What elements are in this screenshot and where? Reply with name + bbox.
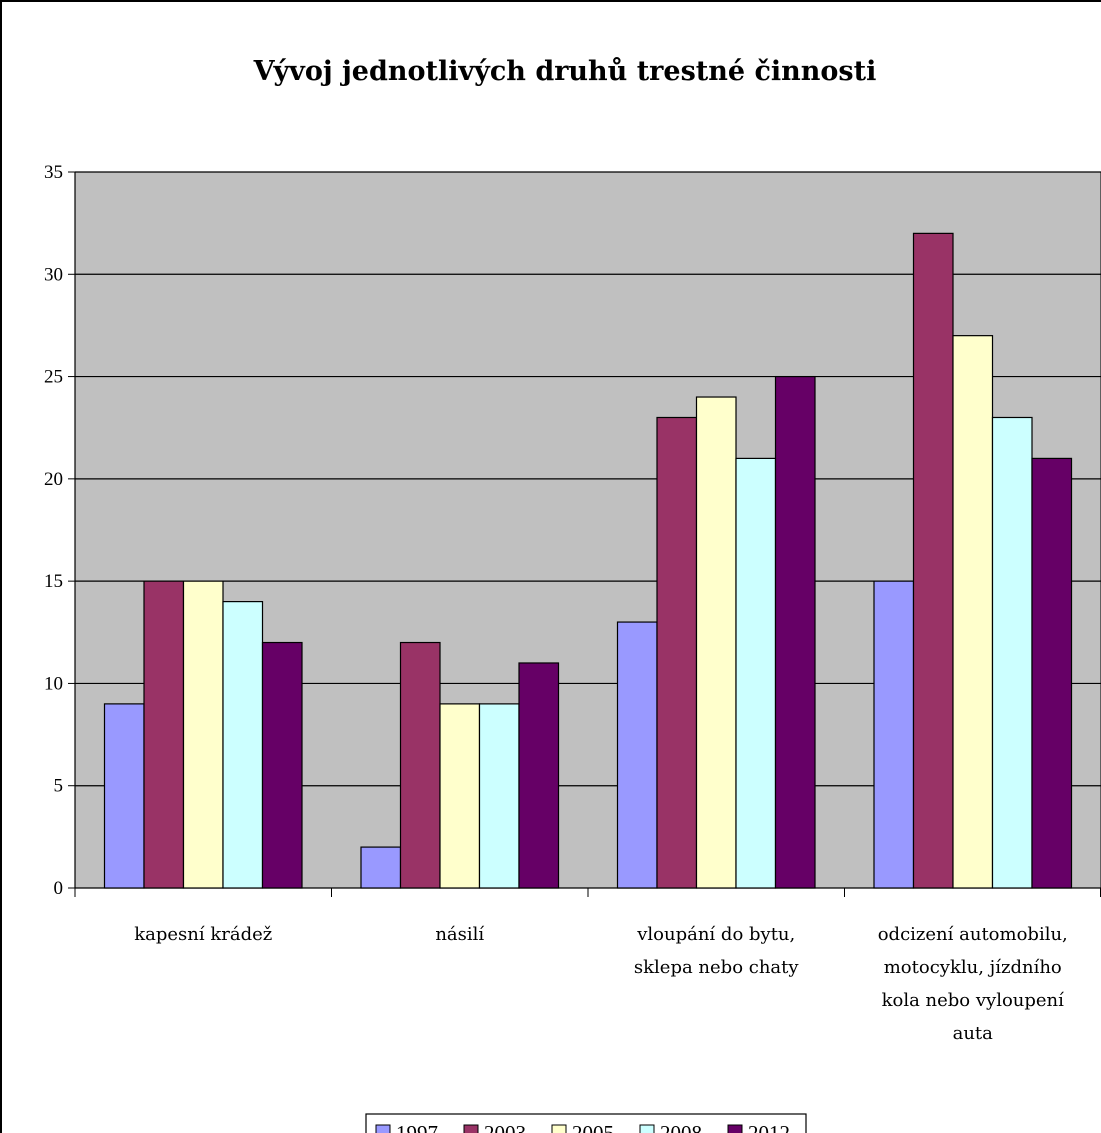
x-category-label-line: sklepa nebo chaty: [634, 957, 799, 978]
bar: [478, 703, 520, 889]
bar: [616, 621, 658, 889]
x-category-label: vloupání do bytu, sklepa nebo chaty: [634, 924, 799, 978]
legend-swatch: [727, 1124, 743, 1133]
bar: [912, 232, 954, 889]
legend-swatch: [375, 1124, 391, 1133]
legend-label: 1997: [396, 1121, 438, 1133]
bar: [952, 335, 994, 889]
legend-swatch: [639, 1124, 655, 1133]
bar: [695, 396, 737, 889]
plot-area: 0 5 10 15 20 25 30 35 kapesní krádež násilí vloupá…: [44, 162, 1101, 1044]
x-category-label-line: kola nebo vyloupení: [882, 990, 1065, 1011]
bar: [439, 703, 481, 889]
y-tick-label: 10: [44, 673, 63, 694]
y-tick-label: 5: [54, 776, 64, 797]
bar: [518, 662, 560, 889]
x-category-label-line: odcizení automobilu,: [878, 924, 1068, 945]
x-category-label: násilí: [435, 924, 484, 945]
bar: [182, 580, 224, 889]
x-category-label-line: vloupání do bytu,: [636, 924, 795, 945]
legend: 1997 2003 2005 2008 2012: [365, 1113, 807, 1133]
y-tick-label: 30: [44, 264, 63, 285]
x-category-label: kapesní krádež: [134, 924, 272, 945]
bar: [774, 375, 816, 889]
y-tick-label: 20: [44, 469, 63, 490]
bar: [360, 846, 402, 889]
bar: [261, 641, 303, 889]
x-category-label-line: motocyklu, jízdního: [884, 957, 1062, 978]
legend-label: 2008: [660, 1121, 702, 1133]
y-tick-label: 35: [44, 162, 63, 183]
y-tick-label: 25: [44, 367, 63, 388]
y-tick-label: 15: [44, 571, 63, 592]
legend-label: 2005: [572, 1121, 614, 1133]
bar: [735, 457, 777, 889]
bar: [873, 580, 915, 889]
x-category-label-line: auta: [953, 1023, 994, 1044]
y-tick-label: 0: [54, 878, 64, 899]
x-category-label: odcizení automobilu, motocyklu, jízdního k…: [878, 924, 1068, 1044]
bar: [143, 580, 185, 889]
legend-label: 2003: [484, 1121, 526, 1133]
bar: [1031, 457, 1073, 889]
bar: [656, 416, 698, 889]
x-category-label-line: kapesní krádež: [134, 924, 272, 945]
bar: [103, 703, 145, 889]
legend-swatch: [551, 1124, 567, 1133]
bar: [399, 641, 441, 889]
x-category-label-line: násilí: [435, 924, 484, 945]
legend-swatch: [463, 1124, 479, 1133]
bar: [991, 416, 1033, 889]
legend-label: 2012: [748, 1121, 790, 1133]
chart-title: Vývoj jednotlivých druhů trestné činnost…: [253, 55, 877, 87]
bar: [222, 600, 264, 889]
